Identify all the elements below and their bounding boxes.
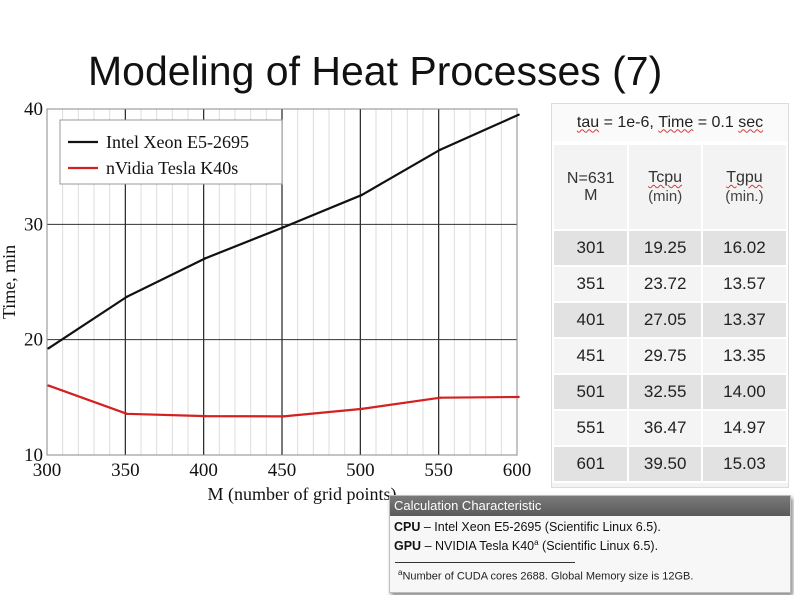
cell-m: 551 xyxy=(551,409,630,447)
data-point-cpu xyxy=(125,295,129,298)
header-tcpu: Tcpu (min) xyxy=(627,143,703,231)
plot-frame xyxy=(46,108,518,456)
results-table: N=631 M Tcpu (min) Tgpu (min.) 301 19.25… xyxy=(551,143,789,483)
y-tick-label: 10 xyxy=(24,445,43,466)
caption-time: Time xyxy=(658,113,694,131)
table-row: 551 36.47 14.97 xyxy=(551,409,789,447)
note-separator xyxy=(395,562,575,563)
results-table-panel: tau = 1e-6, Time = 0.1 sec N=631 M Tcpu … xyxy=(551,103,789,488)
cell-tcpu: 19.25 xyxy=(627,229,703,267)
cell-tcpu: 36.47 xyxy=(627,409,703,447)
table-caption: tau = 1e-6, Time = 0.1 sec xyxy=(552,104,788,143)
header-n: N=631 M xyxy=(551,143,630,231)
cell-m: 451 xyxy=(551,337,630,375)
cell-tgpu: 14.97 xyxy=(700,409,789,447)
cell-m: 401 xyxy=(551,301,630,339)
data-point-gpu xyxy=(360,407,364,411)
cell-m: 301 xyxy=(551,229,630,267)
legend-label: Intel Xeon E5-2695 xyxy=(106,132,249,152)
header-tcpu-unit: (min) xyxy=(648,188,683,205)
data-point-gpu xyxy=(439,396,442,399)
table-row: 601 39.50 15.03 xyxy=(551,445,789,483)
data-point-gpu xyxy=(47,384,50,387)
y-tick-label: 20 xyxy=(24,330,43,351)
cell-tgpu: 13.37 xyxy=(700,301,789,339)
gpu-text: – NVIDIA Tesla K40 xyxy=(421,539,535,554)
y-tick-label: 40 xyxy=(24,99,43,120)
header-m-label: M xyxy=(584,187,598,204)
cell-tgpu: 15.03 xyxy=(700,445,789,483)
slide-title: Modeling of Heat Processes (7) xyxy=(88,48,663,94)
data-point-gpu xyxy=(125,412,129,416)
note-gpu-line: GPU – NVIDIA Tesla K40a (Scientific Linu… xyxy=(390,538,790,553)
table-row: 351 23.72 13.57 xyxy=(551,265,789,303)
cell-tcpu: 23.72 xyxy=(627,265,703,303)
table-row: 451 29.75 13.35 xyxy=(551,337,789,375)
header-tgpu: Tgpu (min.) xyxy=(700,143,789,231)
cell-m: 601 xyxy=(551,445,630,483)
x-tick-label: 300 xyxy=(33,460,62,481)
data-point-gpu xyxy=(204,414,207,418)
gpu-text-2: (Scientific Linux 6.5). xyxy=(538,539,659,554)
cell-tcpu: 29.75 xyxy=(627,337,703,375)
cpu-text: – Intel Xeon E5-2695 (Scientific Linux 6… xyxy=(420,520,661,534)
gpu-footnote-mark: a xyxy=(534,538,539,547)
cell-tgpu: 13.35 xyxy=(700,337,789,375)
cell-tgpu: 14.00 xyxy=(700,373,789,411)
note-cpu-line: CPU – Intel Xeon E5-2695 (Scientific Lin… xyxy=(390,520,790,534)
data-point-cpu xyxy=(47,347,50,350)
cell-tcpu: 39.50 xyxy=(627,445,703,483)
data-point-cpu xyxy=(282,226,285,229)
caption-part: = 1e-6, xyxy=(599,113,659,131)
header-tcpu-label: Tcpu xyxy=(648,169,683,186)
x-tick-label: 350 xyxy=(111,460,140,481)
data-point-gpu xyxy=(517,395,520,399)
cell-m: 351 xyxy=(551,265,630,303)
caption-part: = 0.1 xyxy=(693,113,739,131)
note-footnote: aNumber of CUDA cores 2688. Global Memor… xyxy=(398,568,693,583)
cell-tgpu: 13.57 xyxy=(700,265,789,303)
table-row: 401 27.05 13.37 xyxy=(551,301,789,339)
data-point-gpu xyxy=(282,415,285,418)
line-chart: 300 350 400 450 500 550 600 10 20 30 40 Intel Xeon … xyxy=(0,99,532,505)
caption-tau: tau xyxy=(576,113,600,131)
x-tick-label: 400 xyxy=(189,460,218,481)
cpu-label: CPU xyxy=(394,520,421,534)
cell-m: 501 xyxy=(551,373,630,411)
cell-tcpu: 32.55 xyxy=(627,373,703,411)
x-tick-label: 550 xyxy=(424,460,453,481)
header-tgpu-unit: (min.) xyxy=(725,188,764,205)
header-tgpu-label: Tgpu xyxy=(726,169,763,186)
x-axis-label: M (number of grid points) xyxy=(208,484,397,505)
data-point-cpu xyxy=(517,113,520,116)
series-line-gpu xyxy=(48,384,519,418)
footnote-text: Number of CUDA cores 2688. Global Memory… xyxy=(402,570,694,583)
y-tick-label: 30 xyxy=(24,214,43,235)
table-row: 301 19.25 16.02 xyxy=(551,229,789,267)
note-heading: Calculation Characteristic xyxy=(390,496,790,516)
y-axis-label: Time, min xyxy=(0,245,19,319)
x-tick-label: 500 xyxy=(346,460,375,481)
footnote-mark: a xyxy=(398,568,403,577)
legend-box xyxy=(59,119,283,185)
header-n-label: N=631 xyxy=(566,170,615,187)
calculation-note: Calculation Characteristic CPU – Intel X… xyxy=(389,495,791,593)
data-point-cpu xyxy=(360,193,364,197)
cell-tgpu: 16.02 xyxy=(700,229,789,267)
x-tick-label: 450 xyxy=(268,460,297,481)
gpu-label: GPU xyxy=(394,539,422,554)
cell-tcpu: 27.05 xyxy=(627,301,703,339)
x-tick-label: 600 xyxy=(503,460,532,481)
caption-sec: sec xyxy=(738,113,764,131)
legend-label: nVidia Tesla K40s xyxy=(106,158,238,178)
data-point-cpu xyxy=(439,148,442,151)
table-row: 501 32.55 14.00 xyxy=(551,373,789,411)
data-point-cpu xyxy=(204,257,207,260)
